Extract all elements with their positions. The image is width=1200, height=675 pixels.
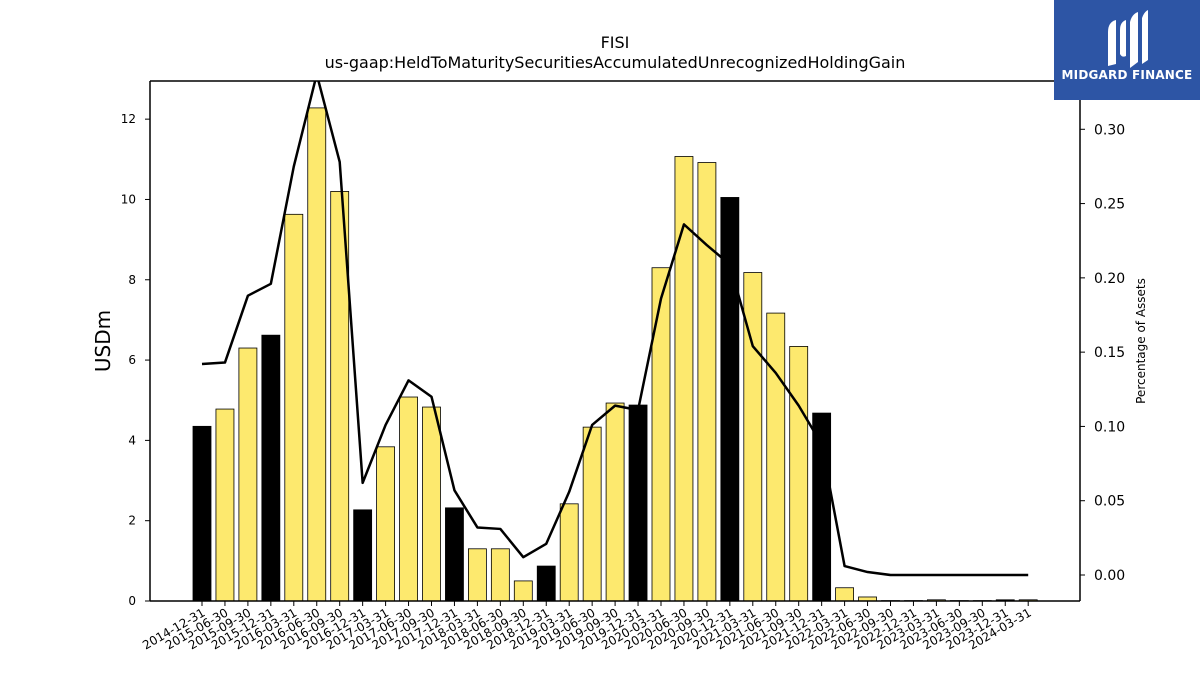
y-tick-label: 6 xyxy=(128,353,136,367)
series-line xyxy=(201,81,1029,577)
bar xyxy=(261,334,281,602)
y-axis-label: USDm xyxy=(91,310,115,372)
y2-tick-label: 0.25 xyxy=(1094,197,1125,213)
y2-tick-label: 0.20 xyxy=(1094,271,1125,287)
bar xyxy=(513,580,533,602)
y2-tick-label: 0.05 xyxy=(1094,494,1125,510)
y2-tick-label: 0.15 xyxy=(1094,345,1125,361)
y-tick-label: 2 xyxy=(128,514,136,528)
axes xyxy=(149,80,1081,602)
bar xyxy=(789,346,809,602)
bar xyxy=(467,548,487,602)
y-ticks: 0 2 4 6 8 10 12 xyxy=(121,112,150,608)
bars xyxy=(192,107,1038,602)
y2-tick-label: 0.00 xyxy=(1094,568,1125,584)
bar xyxy=(605,402,625,602)
bar xyxy=(215,408,235,602)
bar xyxy=(582,426,602,602)
y-tick-label: 0 xyxy=(128,594,136,608)
bar xyxy=(353,509,373,602)
y-tick-label: 4 xyxy=(128,433,136,447)
chart-subtitle: us-gaap:HeldToMaturitySecuritiesAccumula… xyxy=(325,53,906,72)
bar xyxy=(812,412,832,602)
y-tick-label: 8 xyxy=(128,273,136,287)
bar xyxy=(559,503,579,602)
bar xyxy=(651,267,671,602)
bar xyxy=(766,312,786,602)
line-layer xyxy=(201,81,1029,577)
bar xyxy=(628,404,648,602)
y2-axis-label: Percentage of Assets xyxy=(1134,278,1148,404)
bar xyxy=(422,406,441,602)
brand-logo: MIDGARD FINANCE xyxy=(1054,0,1200,100)
bar xyxy=(238,347,258,602)
bar xyxy=(445,507,464,602)
bar xyxy=(284,213,304,602)
y2-tick-label: 0.30 xyxy=(1094,122,1125,138)
bar xyxy=(490,548,510,602)
bar xyxy=(835,587,854,602)
chart-title: FISI xyxy=(601,33,630,52)
y-tick-label: 12 xyxy=(121,112,136,126)
y-tick-label: 10 xyxy=(121,192,136,206)
y2-ticks: 0.00 0.05 0.10 0.15 0.20 0.25 0.30 xyxy=(1080,122,1125,584)
y2-tick-label: 0.10 xyxy=(1094,419,1125,435)
bar xyxy=(697,162,717,602)
bar xyxy=(307,107,327,602)
bar xyxy=(536,565,556,602)
bar xyxy=(192,425,212,602)
logo-text: MIDGARD FINANCE xyxy=(1061,68,1193,82)
logo-mark-icon xyxy=(1108,10,1148,68)
bar xyxy=(399,396,418,602)
x-ticks: 2014-12-312015-06-302015-09-302015-12-31… xyxy=(140,601,1034,652)
bar xyxy=(376,446,396,602)
